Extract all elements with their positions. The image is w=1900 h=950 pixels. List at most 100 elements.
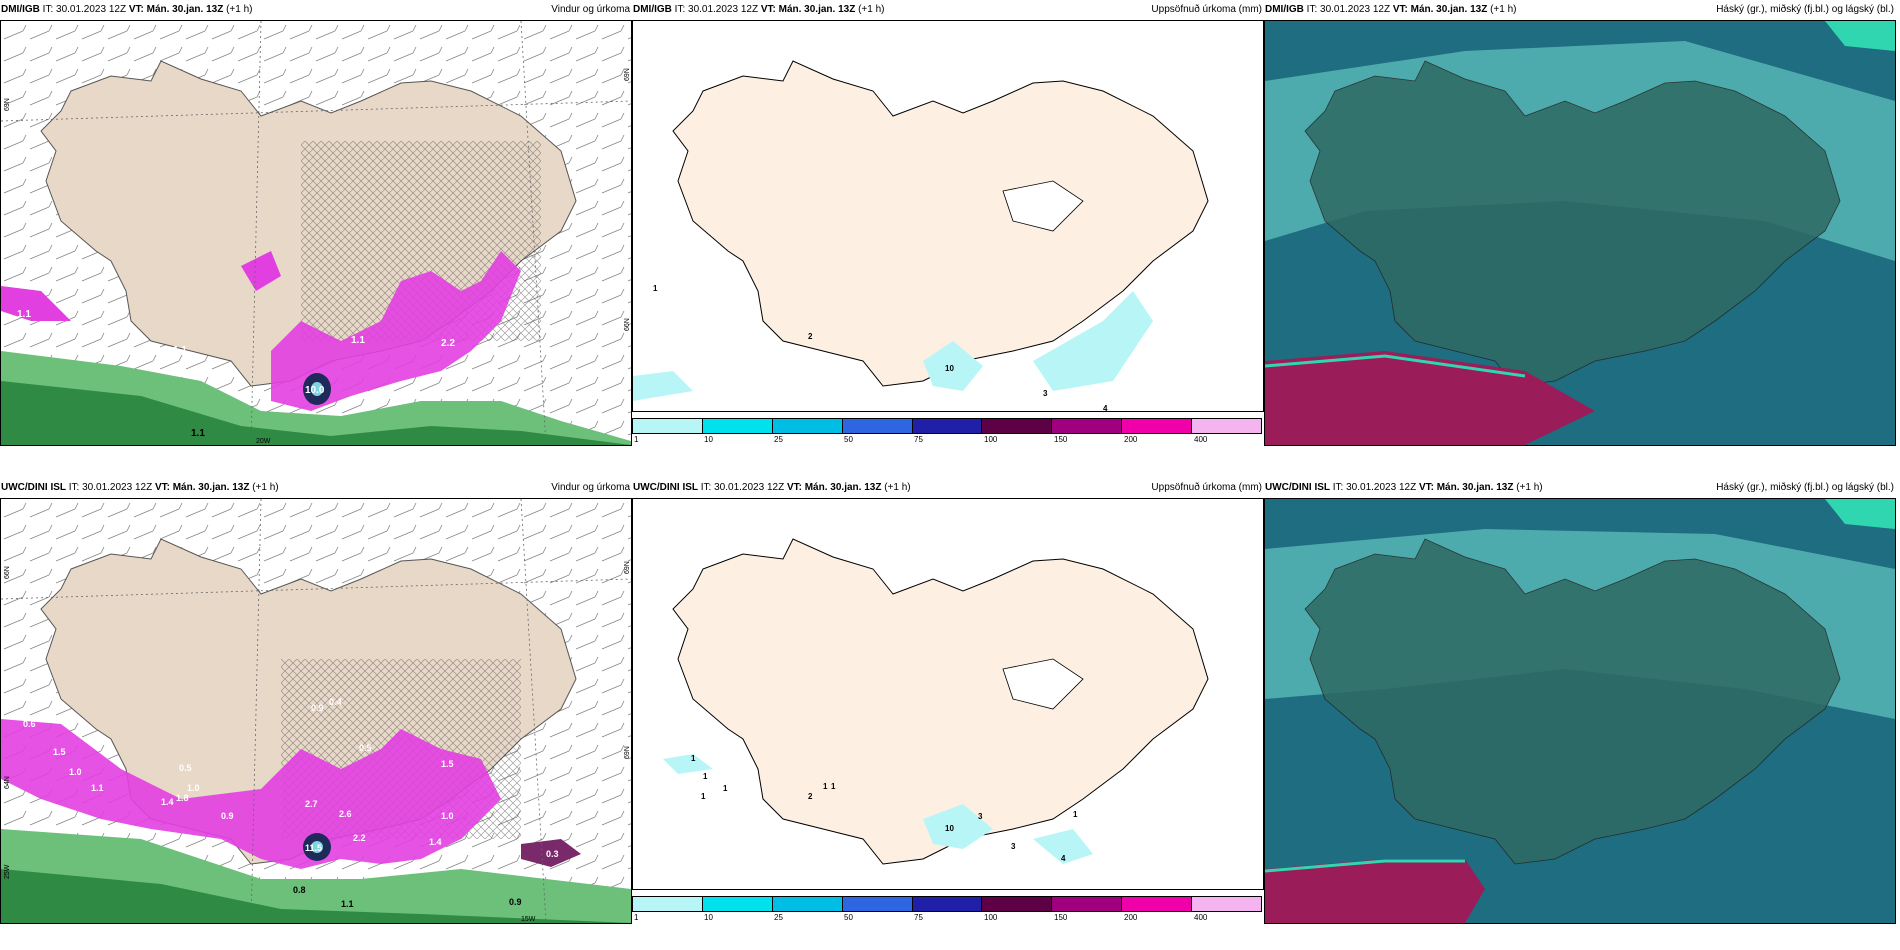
colorbar-swatch (912, 897, 983, 911)
panel-header: UWC/DINI ISL IT: 30.01.2023 12Z VT: Mán.… (1264, 478, 1896, 498)
panel-uwc-wind-precip: UWC/DINI ISL IT: 30.01.2023 12Z VT: Mán.… (0, 478, 632, 924)
precip-label: 1 (831, 782, 836, 791)
colorbar-swatch (842, 897, 913, 911)
lat-label: 69N (624, 68, 631, 81)
wind-precip-map: 0.6 1.5 1.0 1.1 0.5 1.0 1.4 1.8 0.9 0.4 … (1, 499, 631, 923)
lead-time: (+1 h) (1513, 482, 1543, 493)
colorbar-tick: 400 (1194, 913, 1208, 922)
precip-label: 1 (701, 792, 706, 801)
precip-label: 1 (723, 784, 728, 793)
lat-label: 66N (624, 318, 631, 331)
colorbar-tick: 200 (1124, 913, 1138, 922)
colorbar-tick: 75 (914, 913, 923, 922)
map-accum-precip: 1 1 1 1 2 1 1 10 3 3 1 4 (632, 498, 1264, 890)
colorbar-tick: 100 (984, 435, 998, 444)
precip-label: 1.5 (53, 747, 66, 757)
precip-label: 10 (945, 824, 954, 833)
precip-label: 1.0 (187, 783, 200, 793)
precip-label: 0.9 (509, 897, 522, 907)
map-clouds (1264, 498, 1896, 924)
precip-label: 2.7 (305, 799, 318, 809)
lead-time: (+1 h) (1487, 4, 1517, 15)
colorbar-swatch (1192, 897, 1262, 911)
panel-title: Vindur og úrkoma (551, 4, 630, 15)
precip-label: 2 (808, 792, 813, 801)
model-name: UWC/DINI ISL (1, 482, 66, 493)
map-wind-precip: 1.1 1.1 10.0 1.1 1.1 2.2 1.1 69N 69N 66N… (0, 20, 632, 446)
precip-label: 0.8 (293, 885, 306, 895)
colorbar-tick: 400 (1194, 435, 1208, 444)
colorbar-tick: 1 (634, 913, 639, 922)
precip-label: 1.1 (351, 335, 365, 346)
init-time: IT: 30.01.2023 12Z (1303, 4, 1393, 15)
colorbar-swatch (772, 897, 843, 911)
colorbar-tick: 1 (634, 435, 639, 444)
colorbar-swatch (1052, 897, 1123, 911)
colorbar-tick: 200 (1124, 435, 1138, 444)
lon-label: 20W (256, 438, 271, 445)
precip-label: 11.5 (305, 843, 322, 853)
model-name: DMI/IGB (1, 4, 40, 15)
panel-uwc-clouds: UWC/DINI ISL IT: 30.01.2023 12Z VT: Mán.… (1264, 478, 1896, 924)
valid-time: VT: Mán. 30.jan. 13Z (786, 482, 882, 493)
precip-label: 2.6 (339, 809, 352, 819)
precip-label: 1.8 (176, 793, 189, 803)
precip-label: 1.5 (441, 759, 454, 769)
precip-label: 2.2 (441, 338, 455, 349)
colorbar-swatch (702, 897, 773, 911)
precip-label: 1.4 (429, 837, 442, 847)
colorbar-tick: 150 (1054, 435, 1068, 444)
clouds-map (1265, 21, 1895, 445)
precip-label: 1.0 (69, 767, 82, 777)
lat-label: 69N (624, 561, 631, 574)
lat-label: 64N (4, 776, 11, 789)
precip-label: 4 (1061, 854, 1066, 863)
colorbar-tick: 50 (844, 913, 853, 922)
colorbar-tick: 50 (844, 435, 853, 444)
valid-time: VT: Mán. 30.jan. 13Z (154, 482, 250, 493)
precip-label: 10 (945, 364, 954, 373)
precip-label: 2 (808, 332, 813, 341)
lead-time: (+1 h) (249, 482, 279, 493)
colorbar-swatch (842, 419, 913, 433)
valid-time: VT: Mán. 30.jan. 13Z (1418, 482, 1514, 493)
colorbar-swatch (1052, 419, 1123, 433)
panel-title: Uppsöfnuð úrkoma (mm) (1151, 482, 1262, 493)
colorbar: 1 10 25 50 75 100 150 200 400 (632, 896, 1262, 924)
colorbar-tick: 25 (774, 913, 783, 922)
panel-header: DMI/IGB IT: 30.01.2023 12Z VT: Mán. 30.j… (1264, 0, 1896, 20)
panel-header: DMI/IGB IT: 30.01.2023 12Z VT: Mán. 30.j… (632, 0, 1264, 20)
panel-dmi-clouds: DMI/IGB IT: 30.01.2023 12Z VT: Mán. 30.j… (1264, 0, 1896, 446)
precip-label: 1 (823, 782, 828, 791)
precip-label: 3 (978, 812, 983, 821)
valid-time: VT: Mán. 30.jan. 13Z (128, 4, 224, 15)
precip-label: 1.1 (191, 428, 205, 439)
init-time: IT: 30.01.2023 12Z (671, 4, 761, 15)
precip-label: 10.0 (305, 385, 325, 396)
precip-label: 1.1 (17, 309, 31, 320)
lat-label: 69N (624, 746, 631, 759)
colorbar-swatch (912, 419, 983, 433)
colorbar-tick: 75 (914, 435, 923, 444)
panel-title: Háský (gr.), miðský (fj.bl.) og lágský (… (1716, 4, 1894, 15)
precip-label: 3 (1043, 389, 1048, 398)
colorbar-tick: 100 (984, 913, 998, 922)
lead-time: (+1 h) (855, 4, 885, 15)
iceland-land (672, 60, 1209, 387)
colorbar-swatch (633, 419, 703, 433)
panel-header: UWC/DINI ISL IT: 30.01.2023 12Z VT: Mán.… (632, 478, 1264, 498)
precip-label: 0.6 (23, 719, 36, 729)
colorbar-ticks: 1 10 25 50 75 100 150 200 400 (632, 913, 1262, 924)
precip-band (271, 251, 521, 411)
lat-label: 66N (4, 566, 11, 579)
precip-label: 1.1 (91, 783, 104, 793)
model-name: UWC/DINI ISL (1265, 482, 1330, 493)
precip-label: 0.5 (179, 763, 192, 773)
init-time: IT: 30.01.2023 12Z (39, 4, 129, 15)
precip-label: 1 (691, 754, 696, 763)
model-name: DMI/IGB (633, 4, 672, 15)
colorbar-swatches (632, 418, 1262, 434)
panel-uwc-accum-precip: UWC/DINI ISL IT: 30.01.2023 12Z VT: Mán.… (632, 478, 1264, 924)
precip-label: 1 (653, 284, 658, 293)
init-time: IT: 30.01.2023 12Z (1330, 482, 1419, 493)
